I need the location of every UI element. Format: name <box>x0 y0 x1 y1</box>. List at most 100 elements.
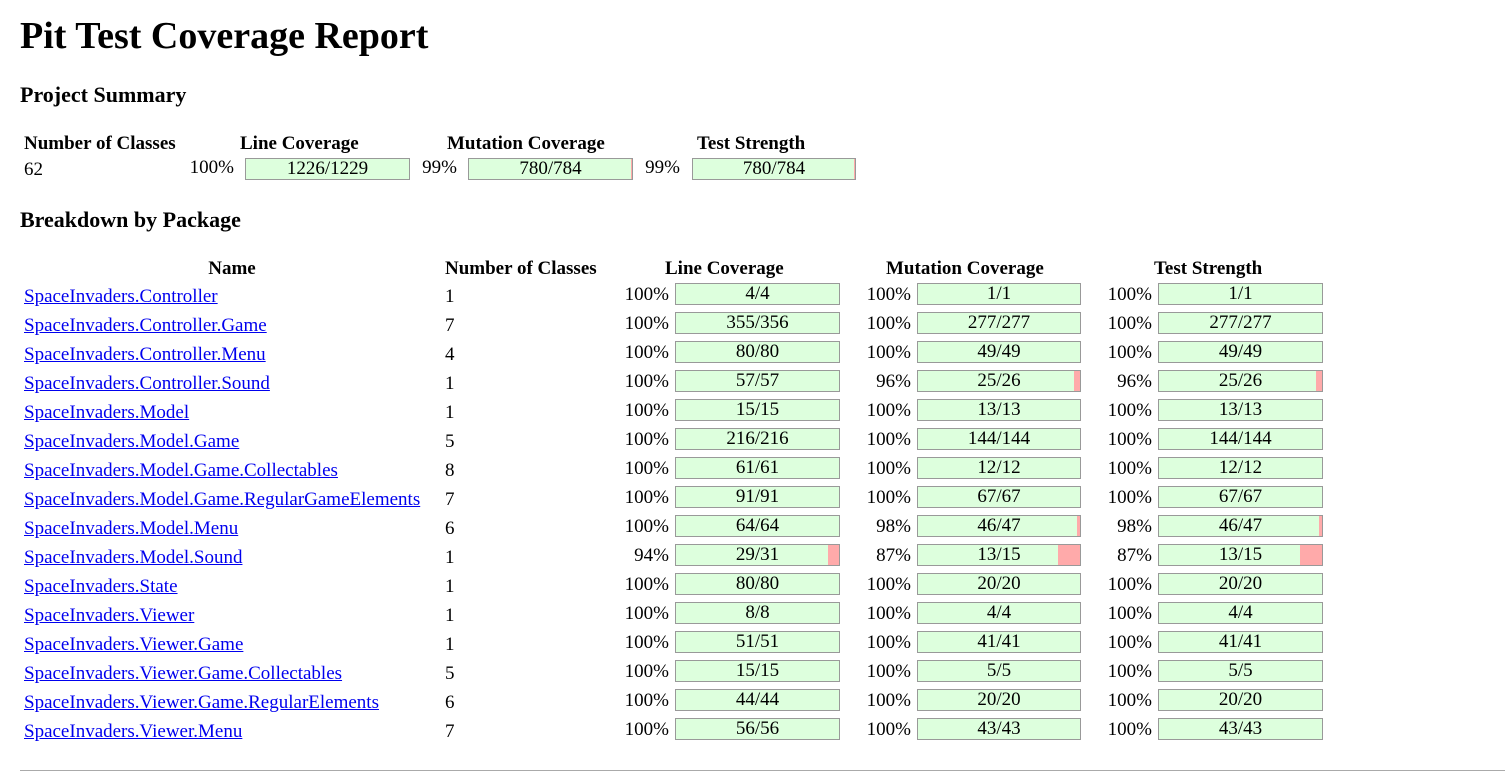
line-coverage-pct: 100% <box>624 342 669 363</box>
mutation-coverage-pct: 100% <box>866 603 911 624</box>
line-coverage-bar: 91/91 <box>675 486 840 508</box>
mutation-coverage-fraction: 46/47 <box>977 515 1021 536</box>
breakdown-header-mutation: Mutation Coverage <box>886 258 1044 279</box>
mutation-coverage-bar: 41/41 <box>917 631 1081 653</box>
strength-coverage-fraction: 13/15 <box>1218 544 1263 565</box>
line-coverage-bar: 56/56 <box>675 718 840 740</box>
mutation-coverage-fraction: 277/277 <box>967 312 1031 333</box>
line-coverage-bar: 80/80 <box>675 341 840 363</box>
strength-coverage-bar: 67/67 <box>1158 486 1323 508</box>
strength-coverage-bar: 49/49 <box>1158 341 1323 363</box>
summary-header-line: Line Coverage <box>240 133 359 154</box>
strength-coverage-fraction: 49/49 <box>1218 341 1263 362</box>
strength-coverage-pct: 100% <box>1107 574 1152 595</box>
strength-coverage-pct: 87% <box>1117 545 1152 566</box>
package-class-count: 1 <box>445 576 455 597</box>
package-link[interactable]: SpaceInvaders.Controller <box>24 286 218 307</box>
package-class-count: 1 <box>445 634 455 655</box>
strength-coverage-bar: 5/5 <box>1158 660 1323 682</box>
strength-coverage-pct: 100% <box>1107 429 1152 450</box>
package-link[interactable]: SpaceInvaders.Model <box>24 402 190 423</box>
mutation-coverage-pct: 100% <box>866 690 911 711</box>
strength-coverage-pct: 100% <box>1107 603 1152 624</box>
strength-coverage-bar: 13/13 <box>1158 399 1323 421</box>
mutation-coverage-fraction: 20/20 <box>977 689 1021 710</box>
package-class-count: 8 <box>445 460 455 481</box>
strength-coverage-fraction: 4/4 <box>1228 602 1253 623</box>
line-coverage-fraction: 29/31 <box>735 544 780 565</box>
package-class-count: 7 <box>445 721 455 742</box>
mutation-coverage-bar: 20/20 <box>917 689 1081 711</box>
package-class-count: 5 <box>445 663 455 684</box>
strength-coverage-pct: 100% <box>1107 313 1152 334</box>
package-class-count: 7 <box>445 489 455 510</box>
mutation-coverage-fraction: 43/43 <box>977 718 1021 739</box>
package-class-count: 7 <box>445 315 455 336</box>
package-link[interactable]: SpaceInvaders.Model.Sound <box>24 547 243 568</box>
mutation-coverage-fraction: 1/1 <box>986 283 1012 304</box>
breakdown-header-name: Name <box>208 258 256 279</box>
strength-coverage-bar: 41/41 <box>1158 631 1323 653</box>
package-link[interactable]: SpaceInvaders.Model.Game <box>24 431 240 452</box>
package-link[interactable]: SpaceInvaders.Viewer <box>24 605 195 626</box>
package-class-count: 1 <box>445 402 455 423</box>
mutation-coverage-bar: 49/49 <box>917 341 1081 363</box>
mutation-coverage-bar: 144/144 <box>917 428 1081 450</box>
line-coverage-bar: 216/216 <box>675 428 840 450</box>
summary-strength-pct: 99% <box>645 157 680 178</box>
footer-divider <box>20 770 1505 771</box>
summary-mutation-fraction: 780/784 <box>519 158 582 179</box>
mutation-coverage-bar: 13/15 <box>917 544 1081 566</box>
mutation-coverage-fraction: 67/67 <box>977 486 1021 507</box>
strength-coverage-pct: 100% <box>1107 342 1152 363</box>
strength-coverage-pct: 100% <box>1107 284 1152 305</box>
strength-coverage-fraction: 20/20 <box>1218 689 1263 710</box>
strength-coverage-pct: 100% <box>1107 400 1152 421</box>
package-link[interactable]: SpaceInvaders.Controller.Sound <box>24 373 270 394</box>
line-coverage-fraction: 15/15 <box>735 660 780 681</box>
mutation-coverage-fraction: 5/5 <box>986 660 1012 681</box>
strength-coverage-bar: 46/47 <box>1158 515 1323 537</box>
package-class-count: 6 <box>445 518 455 539</box>
package-link[interactable]: SpaceInvaders.Model.Menu <box>24 518 239 539</box>
uncovered-fill <box>1316 371 1322 391</box>
summary-mutation-bar: 780/784 <box>468 158 633 180</box>
strength-coverage-pct: 100% <box>1107 661 1152 682</box>
summary-strength-bar: 780/784 <box>692 158 856 180</box>
line-coverage-bar: 8/8 <box>675 602 840 624</box>
strength-coverage-bar: 20/20 <box>1158 573 1323 595</box>
package-link[interactable]: SpaceInvaders.State <box>24 576 178 597</box>
mutation-coverage-fraction: 13/13 <box>977 399 1021 420</box>
strength-coverage-bar: 25/26 <box>1158 370 1323 392</box>
mutation-coverage-bar: 25/26 <box>917 370 1081 392</box>
strength-coverage-bar: 4/4 <box>1158 602 1323 624</box>
package-link[interactable]: SpaceInvaders.Controller.Game <box>24 315 267 336</box>
line-coverage-bar: 4/4 <box>675 283 840 305</box>
mutation-coverage-bar: 4/4 <box>917 602 1081 624</box>
package-link[interactable]: SpaceInvaders.Viewer.Game.RegularElement… <box>24 692 379 713</box>
line-coverage-pct: 100% <box>624 400 669 421</box>
strength-coverage-pct: 96% <box>1117 371 1152 392</box>
mutation-coverage-fraction: 25/26 <box>977 370 1021 391</box>
mutation-coverage-pct: 100% <box>866 574 911 595</box>
package-link[interactable]: SpaceInvaders.Viewer.Game <box>24 634 244 655</box>
line-coverage-fraction: 64/64 <box>735 515 780 536</box>
package-link[interactable]: SpaceInvaders.Model.Game.Collectables <box>24 460 338 481</box>
package-link[interactable]: SpaceInvaders.Controller.Menu <box>24 344 266 365</box>
summary-classes-count: 62 <box>24 159 43 180</box>
mutation-coverage-pct: 100% <box>866 487 911 508</box>
line-coverage-pct: 100% <box>624 458 669 479</box>
strength-coverage-fraction: 20/20 <box>1218 573 1263 594</box>
package-class-count: 1 <box>445 547 455 568</box>
line-coverage-fraction: 51/51 <box>735 631 780 652</box>
summary-header-strength: Test Strength <box>697 133 806 154</box>
strength-coverage-fraction: 25/26 <box>1218 370 1263 391</box>
package-link[interactable]: SpaceInvaders.Viewer.Menu <box>24 721 243 742</box>
package-link[interactable]: SpaceInvaders.Viewer.Game.Collectables <box>24 663 343 684</box>
package-link[interactable]: SpaceInvaders.Model.Game.RegularGameElem… <box>24 489 421 510</box>
summary-strength-fraction: 780/784 <box>742 158 806 179</box>
strength-coverage-bar: 1/1 <box>1158 283 1323 305</box>
mutation-coverage-pct: 100% <box>866 719 911 740</box>
line-coverage-bar: 44/44 <box>675 689 840 711</box>
strength-coverage-fraction: 43/43 <box>1218 718 1263 739</box>
